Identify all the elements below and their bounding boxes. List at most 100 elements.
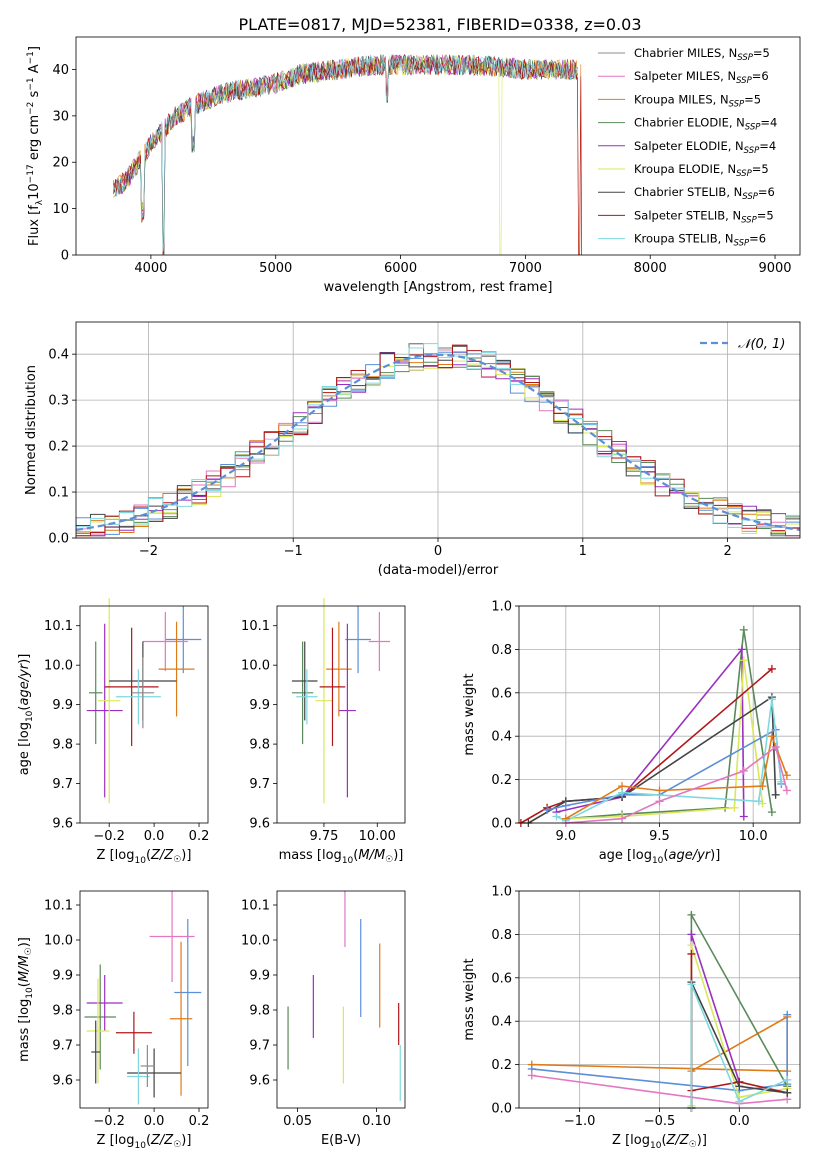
x-tick-label: 0.05 xyxy=(283,1114,312,1129)
legend-sub: SSP xyxy=(734,239,750,249)
legend-label: Salpeter STELIB, NSSP=5 xyxy=(634,208,774,225)
label-part: Z/Z xyxy=(666,1133,690,1148)
weight-marker xyxy=(754,797,763,806)
x-tick-label: 2 xyxy=(723,544,731,559)
legend-text: Kroupa ELODIE, N xyxy=(634,162,736,176)
y-tick-label: 0.8 xyxy=(491,643,512,658)
label-part: )] xyxy=(181,1133,191,1148)
label-part: ( xyxy=(17,982,32,987)
x-tick-label: −2 xyxy=(139,544,158,559)
mass_vs_Z-frame xyxy=(79,890,209,1109)
weight-marker xyxy=(735,1097,744,1106)
weight-marker xyxy=(527,1071,536,1080)
spectrum-series xyxy=(113,54,582,255)
spectrum-series xyxy=(113,54,578,255)
weight_vs_age-ylabel: mass weight xyxy=(462,673,477,755)
y-tick-label: 0.8 xyxy=(491,928,512,943)
y-tick-label: 9.8 xyxy=(249,738,270,753)
y-tick-label: 0.6 xyxy=(491,686,512,701)
x-tick-label: −0.5 xyxy=(644,1114,676,1129)
weight-z-xlabel: Z [log10(Z/Z☉)] xyxy=(612,1133,707,1151)
y-tick-label: 0.6 xyxy=(491,971,512,986)
label-part: ☉ xyxy=(24,947,34,955)
ylabel-part: −1 xyxy=(26,77,36,90)
weight_vs_Z-ylabel: mass weight xyxy=(462,958,477,1040)
label-part: Z [log xyxy=(97,1133,135,1148)
legend-sub: SSP xyxy=(744,146,760,156)
weight-marker xyxy=(771,743,780,752)
ylabel-part: λ xyxy=(35,199,45,205)
legend-text: Chabrier MILES, N xyxy=(634,46,737,60)
residuals-frame xyxy=(75,321,801,539)
x-tick-label: 0.0 xyxy=(144,829,165,844)
legend-text: Chabrier ELODIE, N xyxy=(634,116,745,130)
residual-ylabel: Normed distribution xyxy=(24,365,39,495)
y-tick-label: 10.1 xyxy=(241,619,270,634)
residual-xlabel: (data-model)/error xyxy=(378,563,499,578)
label-part: ☉ xyxy=(689,1140,697,1150)
label-part: )] xyxy=(710,848,720,863)
x-tick-label: 7000 xyxy=(509,261,542,276)
legend-count: =4 xyxy=(760,116,777,130)
label-part: age/yr xyxy=(17,662,32,705)
spectrum-ylabel: Flux [fλ10−17 erg cm−2 s−1 A−1] xyxy=(26,46,45,246)
spectrum-series xyxy=(113,54,578,249)
weight_vs_age-frame xyxy=(518,605,801,824)
y-tick-label: 0.3 xyxy=(48,394,69,409)
age_vs_mass-frame xyxy=(276,605,406,824)
weight-marker xyxy=(767,808,776,817)
legend-count: =4 xyxy=(759,139,776,153)
label-part: age/yr xyxy=(668,848,711,863)
y-tick-label: 0.4 xyxy=(48,348,69,363)
ylabel-part: Flux [f xyxy=(27,205,42,246)
ylabel-part: −2 xyxy=(26,102,36,115)
y-tick-label: 9.6 xyxy=(52,817,73,832)
y-tick-label: 10.0 xyxy=(44,934,73,949)
residual-hist xyxy=(76,343,800,537)
age-z-ylabel: age [log10(age/yr)] xyxy=(17,654,35,776)
spectrum-lines xyxy=(113,54,582,255)
label-part: 10 xyxy=(25,710,35,722)
x-tick-label: −1 xyxy=(284,544,303,559)
label-part: ( xyxy=(663,848,668,863)
y-tick-label: 9.6 xyxy=(249,817,270,832)
y-tick-label: 9.7 xyxy=(249,1039,270,1054)
y-tick-label: 9.9 xyxy=(249,969,270,984)
y-tick-label: 9.7 xyxy=(52,1039,73,1054)
plots: 4000 5000 6000 7000 8000 9000010203040Chabrie… xyxy=(17,36,801,1151)
spectrum-series xyxy=(113,54,578,255)
weight-marker xyxy=(783,1088,792,1097)
y-tick-label: 9.8 xyxy=(52,738,73,753)
legend-label: Kroupa ELODIE, NSSP=5 xyxy=(634,162,769,179)
legend-label: Salpeter ELODIE, NSSP=4 xyxy=(634,139,776,156)
mass_vs_Z-axes: −0.2 0.0 0.2 9.6 9.7 9.8 9.9 10.0 10.1 xyxy=(44,899,209,1130)
label-part: 10 xyxy=(134,856,146,866)
weight_vs_age-lines xyxy=(516,625,791,827)
legend-label: Kroupa MILES, NSSP=5 xyxy=(634,92,761,109)
mass_vs_ebv-frame xyxy=(276,890,406,1109)
legend-sub: SSP xyxy=(742,192,758,202)
label-part: mass [log xyxy=(17,999,32,1062)
x-tick-label: 10.0 xyxy=(739,829,768,844)
y-tick-label: 10.0 xyxy=(44,659,73,674)
x-tick-label: 9.5 xyxy=(649,829,670,844)
mass_vs_ebv-axes: 0.05 0.10 9.6 9.7 9.8 9.9 10.0 10.1 xyxy=(241,899,391,1130)
weight-marker xyxy=(687,910,696,919)
weight-marker xyxy=(783,1010,792,1019)
legend-label: Kroupa STELIB, NSSP=6 xyxy=(634,232,766,249)
legend-count: =5 xyxy=(744,92,761,106)
label-part: ☉ xyxy=(173,1140,181,1150)
y-tick-label: 9.8 xyxy=(52,1004,73,1019)
x-tick-label: 9.0 xyxy=(555,829,576,844)
weight-marker xyxy=(730,803,739,812)
legend-text: Kroupa STELIB, N xyxy=(634,232,734,246)
x-tick-label: 9000 xyxy=(758,261,791,276)
y-tick-label: 9.9 xyxy=(52,698,73,713)
legend-sub: SSP xyxy=(736,169,752,179)
weight-marker xyxy=(655,797,664,806)
weight-marker xyxy=(739,766,748,775)
spectrum-axes: 4000 5000 6000 7000 8000 9000 0 10 20 30 40 xyxy=(52,63,791,276)
y-tick-label: 9.6 xyxy=(52,1074,73,1089)
